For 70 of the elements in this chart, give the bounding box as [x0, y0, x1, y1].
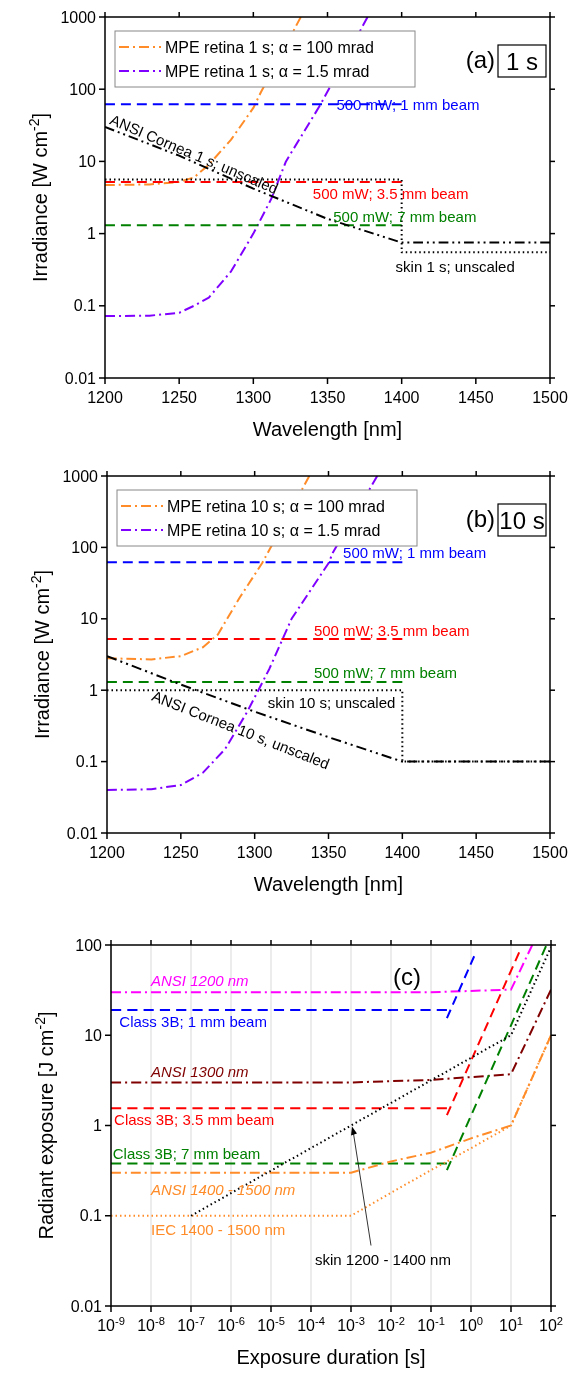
y-tick-label: 1000 [60, 8, 97, 26]
annotation: 500 mW; 1 mm beam [343, 544, 487, 562]
x-tick-label: 1350 [310, 844, 347, 861]
y-tick-label: 1 [93, 1117, 103, 1135]
x-tick-label: 10$^{-9}$ [97, 1315, 125, 1334]
annotation: ANSI 1300 nm [150, 1062, 249, 1080]
text: (a) [465, 46, 495, 73]
x-tick-label: 1300 [235, 389, 272, 406]
x-axis-title: Exposure duration [s] [236, 1346, 426, 1368]
x-tick-label: 1450 [458, 389, 494, 406]
x-tick-label: 1500 [532, 844, 568, 861]
y-tick-label: 0.1 [79, 1207, 103, 1225]
annotation: 500 mW; 7 mm beam [313, 663, 457, 681]
x-tick-label: 10$^{1}$ [498, 1315, 524, 1334]
x-tick-label: 1400 [384, 844, 421, 861]
legend-label: MPE retina 1 s; α = 100 mrad [165, 38, 374, 56]
x-tick-label: 10$^{-6}$ [217, 1315, 245, 1334]
legend-label: MPE retina 1 s; α = 1.5 mrad [165, 62, 370, 80]
y-tick-label: 100 [75, 936, 103, 954]
annotation: ANSI 1200 nm [150, 972, 249, 990]
y-tick-label: 100 [69, 80, 97, 98]
x-tick-label: 10$^{-8}$ [137, 1315, 165, 1334]
x-tick-label: 1250 [161, 389, 198, 406]
x-tick-label: 10$^{-2}$ [377, 1315, 405, 1334]
x-tick-label: 10$^{-1}$ [417, 1315, 445, 1334]
y-tick-label: 0.1 [73, 297, 97, 315]
x-tick-label: 1500 [532, 389, 568, 406]
x-axis-title: Wavelength [nm] [252, 418, 403, 440]
x-tick-label: 1350 [309, 389, 346, 406]
y-tick-label: 10 [78, 153, 97, 170]
y-tick-label: 0.01 [70, 1297, 103, 1315]
x-tick-label: 10$^{-3}$ [337, 1315, 365, 1334]
x-tick-label: 1400 [383, 389, 420, 406]
annotation: Class 3B; 3.5 mm beam [114, 1111, 275, 1129]
x-tick-label: 1300 [236, 844, 273, 861]
legend-label: MPE retina 10 s; α = 1.5 mrad [167, 521, 381, 539]
x-tick-label: 10$^{-5}$ [257, 1315, 285, 1334]
x-tick-label: 1250 [163, 844, 199, 861]
y-tick-label: 100 [71, 539, 99, 556]
x-tick-label: 1200 [87, 389, 123, 406]
annotation: skin 1200 - 1400 nm [315, 1250, 451, 1268]
x-tick-label: 10$^{2}$ [538, 1315, 564, 1334]
annotation: skin 1 s; unscaled [395, 257, 515, 275]
y-tick-label: 10 [84, 1026, 103, 1044]
y-tick-label: 0.1 [75, 753, 99, 771]
x-tick-label: 10$^{-4}$ [297, 1315, 325, 1334]
x-tick-label: 10$^{0}$ [458, 1315, 484, 1334]
annotation: 500 mW; 7 mm beam [333, 208, 477, 226]
legend-label: MPE retina 10 s; α = 100 mrad [167, 497, 385, 515]
y-tick-label: 1000 [62, 467, 99, 485]
annotation: skin 10 s; unscaled [267, 694, 396, 712]
text: 10 s [499, 507, 545, 534]
text: (c) [393, 963, 421, 990]
annotation: 500 mW; 3.5 mm beam [313, 622, 470, 640]
y-tick-label: 0.01 [64, 369, 97, 387]
text: (b) [465, 505, 495, 532]
x-tick-label: 1450 [458, 844, 495, 861]
annotation: 500 mW; 3.5 mm beam [312, 184, 469, 202]
annotation: Class 3B; 1 mm beam [119, 1013, 267, 1031]
y-tick-label: 10 [80, 610, 99, 628]
y-tick-label: 0.01 [66, 824, 99, 842]
x-axis-title: Wavelength [nm] [253, 873, 404, 895]
x-tick-label: 1200 [89, 844, 125, 861]
annotation: IEC 1400 - 1500 nm [151, 1221, 286, 1239]
x-tick-label: 10$^{-7}$ [177, 1315, 205, 1334]
y-tick-label: 1 [87, 225, 97, 243]
annotation: ANSI 1400 - 1500 nm [150, 1181, 296, 1199]
y-tick-label: 1 [89, 681, 99, 699]
text: 1 s [505, 48, 539, 75]
annotation: Class 3B; 7 mm beam [112, 1144, 261, 1162]
